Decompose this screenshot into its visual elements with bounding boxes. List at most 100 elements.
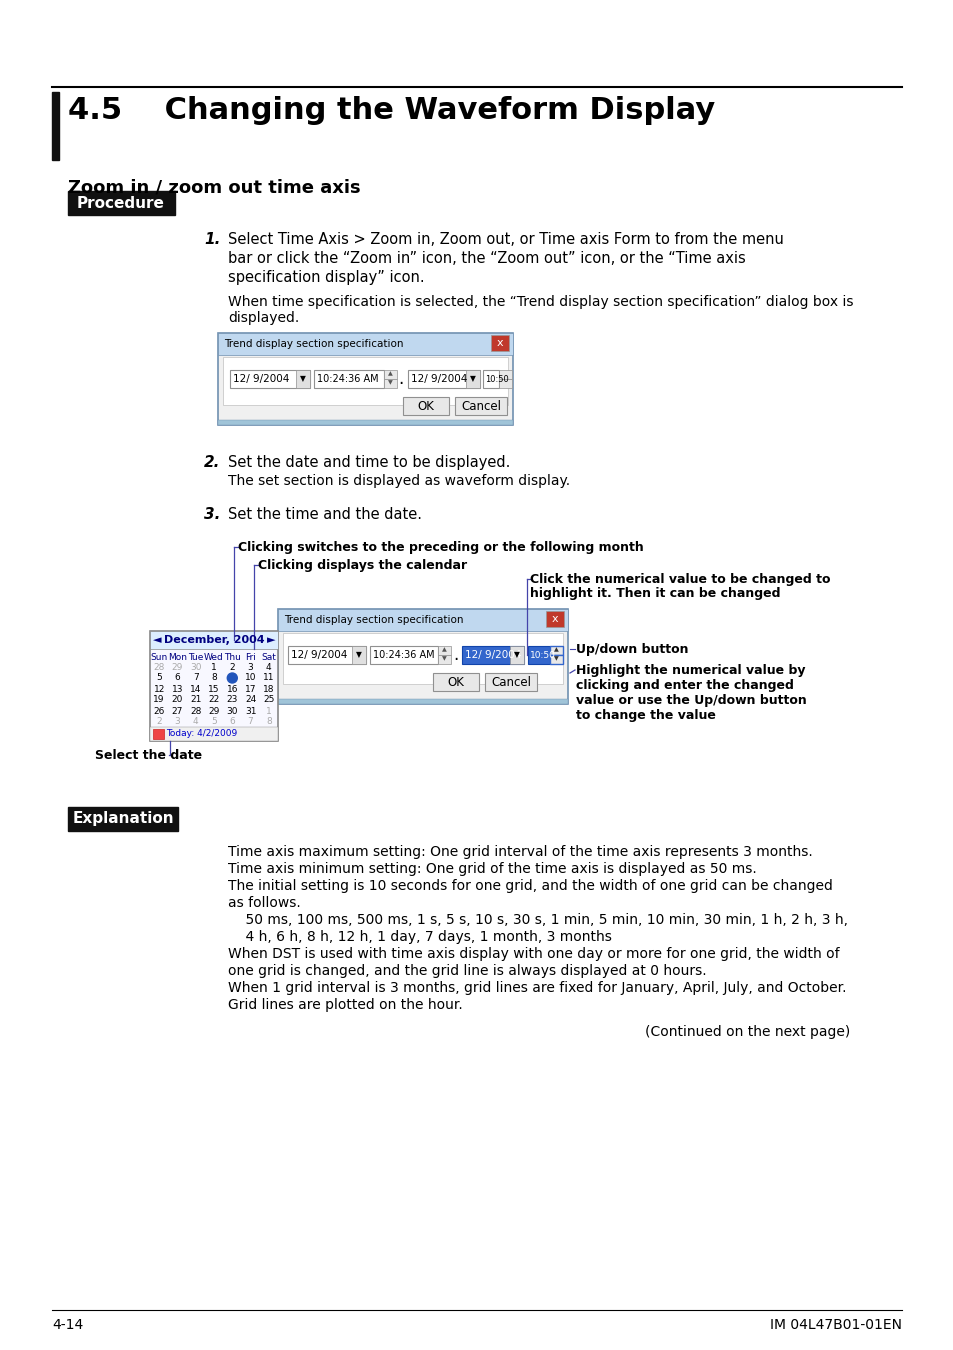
Text: ▼: ▼: [441, 656, 446, 662]
Text: one grid is changed, and the grid line is always displayed at 0 hours.: one grid is changed, and the grid line i…: [228, 964, 706, 977]
Text: When DST is used with time axis display with one day or more for one grid, the w: When DST is used with time axis display …: [228, 946, 839, 961]
Text: 20: 20: [172, 695, 183, 705]
Text: 21: 21: [190, 695, 201, 705]
Text: 29: 29: [172, 663, 183, 671]
Text: Zoom in / zoom out time axis: Zoom in / zoom out time axis: [68, 178, 360, 196]
Text: ►: ►: [267, 634, 275, 645]
Text: Clicking switches to the preceding or the following month: Clicking switches to the preceding or th…: [237, 541, 643, 554]
Text: 31: 31: [245, 706, 256, 716]
Text: Click the numerical value to be changed to: Click the numerical value to be changed …: [530, 572, 830, 586]
Bar: [527, 647, 550, 664]
Text: 12/ 9/2004: 12/ 9/2004: [233, 374, 289, 383]
Text: Fri: Fri: [245, 652, 255, 662]
Bar: [218, 333, 513, 355]
Text: 12: 12: [153, 684, 165, 694]
Bar: [550, 655, 562, 664]
Text: Cancel: Cancel: [460, 400, 500, 413]
Text: 10:50: 10:50: [530, 651, 556, 660]
Text: 7: 7: [193, 674, 198, 683]
Text: 8: 8: [266, 717, 272, 726]
Text: 30: 30: [190, 663, 201, 671]
Text: 28: 28: [153, 663, 165, 671]
Text: OK: OK: [447, 675, 464, 688]
Text: IM 04L47B01-01EN: IM 04L47B01-01EN: [769, 1318, 901, 1332]
Text: Trend display section specification: Trend display section specification: [284, 616, 463, 625]
Text: 12/ 9/2004: 12/ 9/2004: [291, 649, 347, 660]
Bar: [150, 728, 277, 741]
Text: 4: 4: [266, 663, 272, 671]
Text: 10:50: 10:50: [484, 374, 508, 383]
Bar: [484, 674, 537, 691]
Text: 24: 24: [245, 695, 256, 705]
Text: 1: 1: [266, 706, 272, 716]
Text: ▲: ▲: [553, 648, 558, 652]
Text: Set the time and the date.: Set the time and the date.: [228, 508, 421, 522]
Bar: [295, 370, 310, 387]
Text: The initial setting is 10 seconds for one grid, and the width of one grid can be: The initial setting is 10 seconds for on…: [228, 879, 832, 892]
Bar: [223, 356, 507, 405]
Text: ▼: ▼: [514, 651, 519, 660]
Bar: [152, 729, 164, 738]
Text: 12/ 9/2004: 12/ 9/2004: [411, 374, 467, 383]
Text: 26: 26: [153, 706, 165, 716]
Bar: [461, 647, 523, 664]
Text: 25: 25: [263, 695, 274, 705]
Text: 10: 10: [245, 674, 256, 683]
Bar: [402, 397, 449, 414]
Text: 17: 17: [245, 684, 256, 694]
Text: 12/ 9/2004: 12/ 9/2004: [464, 649, 521, 660]
Text: Grid lines are plotted on the hour.: Grid lines are plotted on the hour.: [228, 998, 462, 1012]
Circle shape: [227, 674, 237, 683]
Bar: [510, 647, 523, 664]
Text: December, 2004: December, 2004: [164, 634, 264, 645]
Bar: [437, 647, 451, 655]
Bar: [384, 370, 396, 379]
Bar: [498, 370, 512, 379]
Text: 13: 13: [172, 684, 183, 694]
Text: Time axis minimum setting: One grid of the time axis is displayed as 50 ms.: Time axis minimum setting: One grid of t…: [228, 863, 756, 876]
Bar: [491, 335, 509, 351]
Bar: [150, 630, 277, 649]
Bar: [52, 92, 59, 161]
Text: 2: 2: [156, 717, 162, 726]
Bar: [550, 647, 562, 655]
Text: The set section is displayed as waveform display.: The set section is displayed as waveform…: [228, 474, 570, 487]
Text: 50 ms, 100 ms, 500 ms, 1 s, 5 s, 10 s, 30 s, 1 min, 5 min, 10 min, 30 min, 1 h, : 50 ms, 100 ms, 500 ms, 1 s, 5 s, 10 s, 3…: [228, 913, 847, 927]
Text: .: .: [398, 370, 403, 387]
Text: Thu: Thu: [224, 652, 240, 662]
Text: 10:24:36 AM: 10:24:36 AM: [316, 374, 378, 383]
Text: 27: 27: [172, 706, 183, 716]
Bar: [408, 370, 479, 387]
Text: When 1 grid interval is 3 months, grid lines are fixed for January, April, July,: When 1 grid interval is 3 months, grid l…: [228, 981, 845, 995]
Bar: [384, 379, 396, 387]
Text: (Continued on the next page): (Continued on the next page): [644, 1025, 849, 1040]
Bar: [482, 370, 498, 387]
Text: Tue: Tue: [188, 652, 203, 662]
Text: 30: 30: [226, 706, 238, 716]
Text: 29: 29: [208, 706, 219, 716]
Text: highlight it. Then it can be changed: highlight it. Then it can be changed: [530, 587, 780, 599]
Text: 18: 18: [263, 684, 274, 694]
Text: Wed: Wed: [204, 652, 224, 662]
Bar: [277, 609, 567, 703]
Text: 19: 19: [153, 695, 165, 705]
Text: 3: 3: [174, 717, 180, 726]
Text: 1.: 1.: [204, 232, 220, 247]
Text: Select the date: Select the date: [95, 749, 202, 761]
Text: as follows.: as follows.: [228, 896, 300, 910]
Text: 10:24:36 AM: 10:24:36 AM: [373, 649, 435, 660]
Text: ▼: ▼: [387, 381, 392, 386]
Text: 5: 5: [211, 717, 216, 726]
Text: 9: 9: [229, 674, 235, 683]
Text: ▼: ▼: [355, 651, 361, 660]
Text: Sun: Sun: [151, 652, 168, 662]
Bar: [433, 674, 478, 691]
Text: ▼: ▼: [470, 374, 476, 383]
Text: Set the date and time to be displayed.: Set the date and time to be displayed.: [228, 455, 510, 470]
Text: Sat: Sat: [261, 652, 276, 662]
Bar: [437, 655, 451, 664]
Text: ▼: ▼: [553, 656, 558, 662]
Text: x: x: [497, 338, 503, 348]
Bar: [277, 699, 567, 703]
Text: 8: 8: [211, 674, 216, 683]
